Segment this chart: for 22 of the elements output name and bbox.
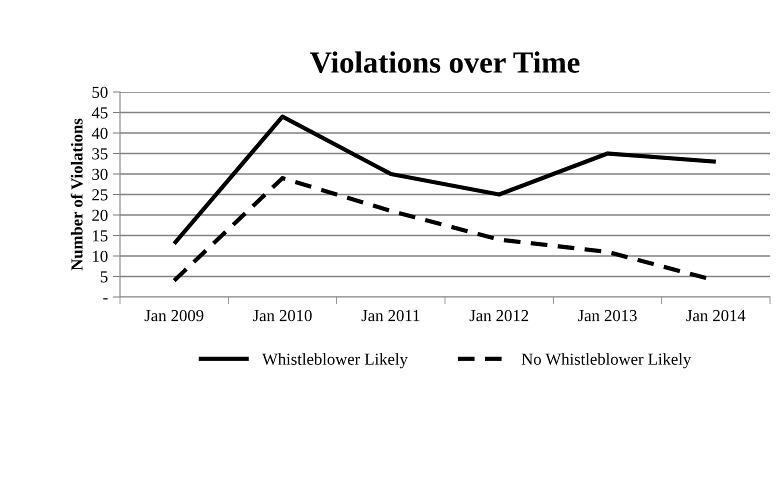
- y-tick-label: 5: [100, 271, 108, 282]
- y-tick-label: 45: [92, 107, 108, 118]
- y-tick-label: -: [103, 298, 108, 300]
- y-tick-label: 35: [92, 148, 108, 160]
- legend-label: Whistleblower Likely: [262, 353, 408, 368]
- y-tick-label: 30: [92, 168, 108, 180]
- legend-label: No Whistleblower Likely: [522, 353, 692, 368]
- chart-title: Violations over Time: [310, 51, 580, 74]
- y-axis-title: Number of Violations: [70, 118, 83, 270]
- y-tick-label: 50: [92, 86, 108, 98]
- x-tick-label: Jan 2014: [686, 310, 746, 322]
- y-tick-label: 40: [92, 128, 108, 139]
- line-series: [172, 114, 718, 246]
- y-tick-label: 15: [92, 230, 108, 242]
- y-tick-label: 10: [92, 250, 108, 262]
- x-tick-label: Jan 2013: [578, 310, 637, 322]
- y-tick-label: 20: [92, 210, 108, 221]
- x-tick-label: Jan 2009: [144, 310, 204, 322]
- x-tick-label: Jan 2012: [470, 310, 528, 322]
- y-tick-label: 25: [92, 189, 108, 200]
- x-tick-label: Jan 2011: [362, 310, 420, 322]
- x-tick-label: Jan 2010: [252, 310, 312, 322]
